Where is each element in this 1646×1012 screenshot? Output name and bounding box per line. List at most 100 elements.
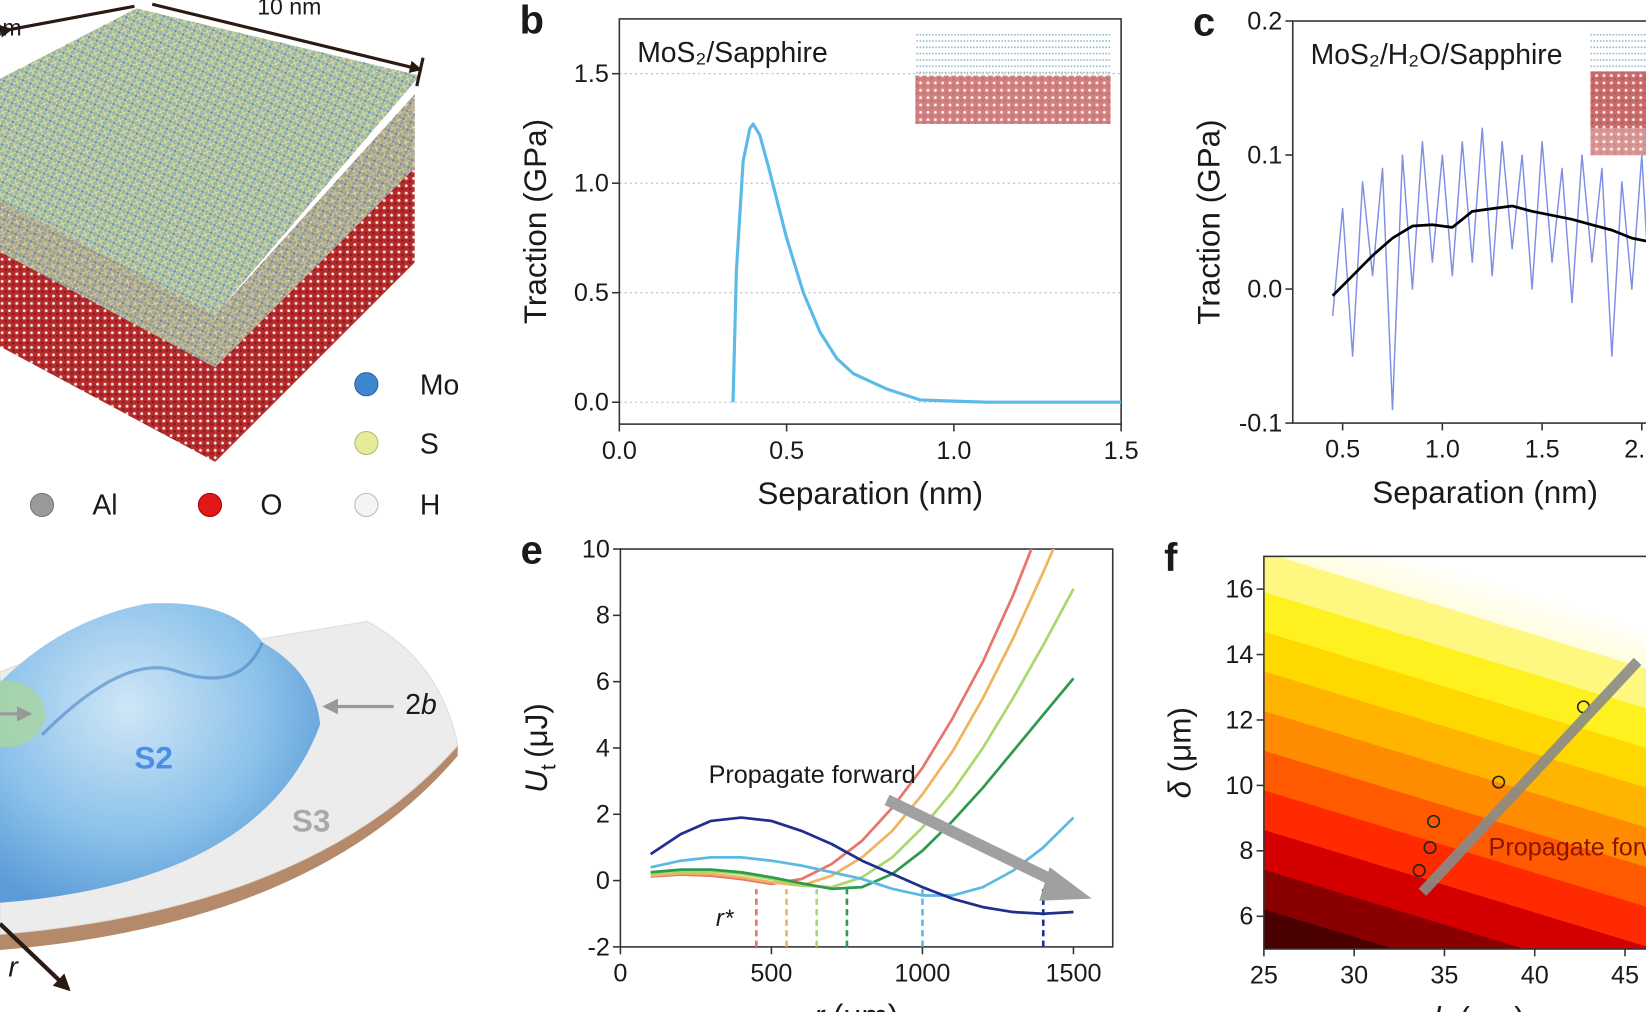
legend-label: O bbox=[260, 489, 282, 521]
x-axis-symbol: b bbox=[1433, 1000, 1451, 1012]
x-tick-label: 0 bbox=[613, 960, 627, 988]
x-tick-label: 1500 bbox=[1045, 960, 1101, 988]
y-tick-label: 4 bbox=[596, 734, 610, 762]
x-axis-symbol: r bbox=[814, 998, 826, 1012]
x-axis-unit: (μm) bbox=[1459, 1000, 1524, 1012]
radius-label: r bbox=[8, 951, 19, 983]
x-tick-label: 0.5 bbox=[1325, 436, 1360, 464]
legend-label: Mo bbox=[420, 370, 459, 402]
x-tick-label: 1.0 bbox=[936, 437, 971, 465]
annotation: Propagate forward bbox=[709, 761, 916, 789]
data-line bbox=[650, 549, 1033, 886]
y-axis-title: δ (μm) bbox=[1161, 707, 1197, 798]
y-tick-label: 0.0 bbox=[574, 389, 609, 417]
region-label: S2 bbox=[134, 739, 173, 775]
data-point bbox=[1427, 814, 1441, 828]
y-tick-label: 2 bbox=[596, 801, 610, 829]
panel-label: c bbox=[1193, 1, 1215, 45]
plot-area bbox=[1331, 127, 1646, 411]
y-axis-title: Traction (GPa) bbox=[517, 119, 553, 324]
marker-label: r* bbox=[716, 905, 735, 932]
x-tick-label: 1.5 bbox=[1525, 436, 1560, 464]
y-tick-label: 10 bbox=[582, 535, 610, 563]
data-line bbox=[650, 816, 1075, 897]
x-tick-label: 500 bbox=[750, 960, 792, 988]
x-axis-title: r (μm) bbox=[814, 998, 898, 1012]
x-tick-label: 30 bbox=[1340, 962, 1368, 990]
width-number: 2 bbox=[405, 689, 421, 721]
width-symbol: b bbox=[421, 689, 437, 721]
y-axis-subscript: t bbox=[537, 764, 560, 770]
y-tick-label: 16 bbox=[1225, 576, 1253, 604]
y-tick-label: 8 bbox=[1239, 837, 1253, 865]
scale-label: 10 nm bbox=[257, 0, 321, 20]
y-axis-title: Ut (μJ) bbox=[518, 703, 560, 793]
y-tick-label: 6 bbox=[596, 668, 610, 696]
y-axis-symbol: U bbox=[518, 770, 554, 793]
y-tick-label: 0 bbox=[596, 867, 610, 895]
plot-area bbox=[649, 549, 1075, 947]
x-tick-label: 35 bbox=[1430, 962, 1458, 990]
x-axis-unit: (μm) bbox=[833, 998, 898, 1012]
y-tick-label: -0.1 bbox=[1239, 409, 1282, 437]
x-tick-label: 0.0 bbox=[602, 437, 637, 465]
legend-label: S bbox=[420, 429, 439, 461]
propagation-arrow bbox=[1418, 657, 1642, 896]
y-tick-label: 1.5 bbox=[574, 60, 609, 88]
x-tick-label: 1.5 bbox=[1104, 437, 1139, 465]
data-point bbox=[1492, 775, 1506, 789]
x-tick-label: 0.5 bbox=[769, 437, 804, 465]
x-tick-label: 40 bbox=[1521, 962, 1549, 990]
x-tick-label: 45 bbox=[1611, 962, 1639, 990]
x-axis-title: Separation (nm) bbox=[1372, 474, 1598, 510]
charts: 0.0 0.5 1.0 1.5 0.0 0.5 1.0 1.5 b MoS₂/Sapphire Se… bbox=[517, 0, 1646, 1012]
width-label: 2b bbox=[405, 689, 437, 721]
x-axis-title: b (μm) bbox=[1433, 1000, 1524, 1012]
data-line bbox=[650, 549, 1055, 887]
data-line bbox=[731, 122, 1122, 404]
y-tick-label: 0.1 bbox=[1247, 141, 1282, 169]
y-tick-label: 6 bbox=[1239, 903, 1253, 931]
plot-frame bbox=[1263, 555, 1646, 950]
data-line bbox=[650, 588, 1075, 889]
y-tick-label: 0.0 bbox=[1247, 275, 1282, 303]
data-point bbox=[1412, 863, 1426, 878]
y-axis-title: Traction (GPa) bbox=[1190, 119, 1226, 324]
data-line bbox=[1331, 204, 1646, 297]
y-tick-label: 0.2 bbox=[1247, 7, 1282, 35]
crystal-illustration bbox=[0, 2, 425, 462]
propagation-arrowhead bbox=[1039, 867, 1092, 901]
y-axis-unit: (μJ) bbox=[518, 703, 554, 758]
panel-label: b bbox=[520, 0, 544, 43]
region-label: S3 bbox=[292, 802, 331, 838]
data-line bbox=[650, 677, 1075, 891]
atom-legend bbox=[29, 372, 379, 518]
plot-frame bbox=[1291, 20, 1646, 424]
propagation-arrow bbox=[884, 794, 1063, 890]
data-point bbox=[1423, 841, 1437, 855]
x-tick-label: 1000 bbox=[894, 960, 950, 988]
contour-map bbox=[1263, 556, 1646, 949]
blister-illustration bbox=[0, 603, 459, 992]
chart-title: MoS₂/Sapphire bbox=[637, 37, 828, 69]
plot-frame bbox=[619, 548, 1114, 948]
x-tick-label: 2.0 bbox=[1624, 436, 1646, 464]
y-tick-label: 14 bbox=[1225, 641, 1253, 669]
panel-label: e bbox=[521, 529, 543, 573]
plot-frame bbox=[618, 18, 1122, 425]
y-axis-symbol: δ bbox=[1161, 780, 1197, 798]
data-line bbox=[1331, 127, 1646, 411]
data-line bbox=[649, 816, 1074, 916]
legend-label: H bbox=[420, 489, 440, 521]
y-tick-label: 0.5 bbox=[574, 279, 609, 307]
annotation: Propagate forward bbox=[1489, 834, 1646, 862]
y-tick-label: 10 bbox=[1225, 772, 1253, 800]
scale-label: nm bbox=[0, 15, 22, 41]
x-tick-label: 25 bbox=[1250, 962, 1278, 990]
chart-title: MoS₂/H₂O/Sapphire bbox=[1311, 39, 1563, 71]
panel-label: f bbox=[1164, 536, 1178, 580]
legend-label: Al bbox=[92, 489, 117, 521]
x-axis-title: Separation (nm) bbox=[757, 475, 983, 511]
